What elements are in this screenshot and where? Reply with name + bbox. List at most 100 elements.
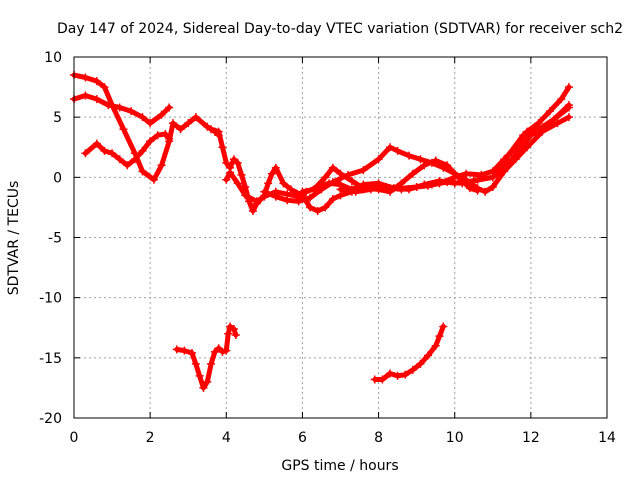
series-line <box>71 72 222 183</box>
data-point <box>115 155 124 164</box>
series-track-a <box>70 71 223 184</box>
data-point <box>207 125 216 134</box>
data-point <box>229 324 238 333</box>
data-point <box>306 203 315 212</box>
series-layer <box>70 71 573 392</box>
data-point <box>180 346 189 355</box>
y-axis-label: SDTVAR / TECUs <box>6 181 22 296</box>
data-point <box>199 383 208 392</box>
data-point <box>382 182 391 191</box>
series-track-i <box>172 322 240 392</box>
data-point <box>473 186 482 195</box>
data-point <box>519 131 528 140</box>
series-track-c <box>81 130 174 170</box>
x-tick-label: 12 <box>522 430 540 446</box>
data-point <box>488 173 497 182</box>
series-line <box>338 105 572 195</box>
data-point <box>108 149 117 158</box>
data-point <box>564 83 573 92</box>
data-point <box>378 375 387 384</box>
data-point <box>454 173 463 182</box>
data-point <box>191 113 200 122</box>
data-point <box>328 194 337 203</box>
data-point <box>465 184 474 193</box>
data-point <box>210 347 219 356</box>
data-point <box>385 369 394 378</box>
data-point <box>119 125 128 134</box>
x-tick-label: 8 <box>374 430 383 446</box>
data-point <box>222 158 231 167</box>
data-point <box>405 151 414 160</box>
data-point <box>435 332 444 341</box>
data-point <box>534 125 543 134</box>
data-point <box>207 359 216 368</box>
series-track-j <box>370 322 448 384</box>
data-point <box>115 103 124 112</box>
data-point <box>188 349 197 358</box>
y-tick-label: 0 <box>53 170 62 186</box>
series-track-f <box>260 113 573 206</box>
data-point <box>313 207 322 216</box>
chart-title: Day 147 of 2024, Sidereal Day-to-day VTE… <box>57 21 623 37</box>
data-point <box>271 163 280 172</box>
data-point <box>157 110 166 119</box>
data-point <box>191 359 200 368</box>
data-point <box>412 182 421 191</box>
data-point <box>149 175 158 184</box>
data-point <box>557 95 566 104</box>
data-point <box>359 166 368 175</box>
data-point <box>138 167 147 176</box>
data-point <box>92 77 101 86</box>
data-point <box>393 371 402 380</box>
data-point <box>229 155 238 164</box>
data-point <box>431 341 440 350</box>
data-point <box>408 169 417 178</box>
data-point <box>146 119 155 128</box>
data-point <box>271 192 280 201</box>
x-tick-label: 14 <box>598 430 616 446</box>
data-point <box>420 161 429 170</box>
data-point <box>328 163 337 172</box>
data-point <box>370 375 379 384</box>
data-point <box>214 344 223 353</box>
data-point <box>443 178 452 187</box>
data-point <box>264 179 273 188</box>
y-axis: -20 -15 -10 -5 0 5 10 <box>39 50 607 427</box>
data-point <box>104 101 113 110</box>
y-tick-label: -20 <box>39 411 62 427</box>
data-point <box>203 377 212 386</box>
data-point <box>545 107 554 116</box>
data-point <box>195 371 204 380</box>
data-point <box>153 131 162 140</box>
data-point <box>294 197 303 206</box>
data-point <box>336 169 345 178</box>
data-point <box>157 161 166 170</box>
data-point <box>309 185 318 194</box>
data-point <box>214 127 223 136</box>
data-point <box>306 193 315 202</box>
x-axis-label: GPS time / hours <box>281 458 398 474</box>
data-point <box>81 149 90 158</box>
data-point <box>161 130 170 139</box>
x-tick-label: 2 <box>146 430 155 446</box>
data-point <box>222 346 231 355</box>
y-tick-label: 10 <box>44 50 62 66</box>
data-point <box>401 370 410 379</box>
data-point <box>443 161 452 170</box>
data-point <box>511 155 520 164</box>
y-tick-label: -15 <box>39 351 62 367</box>
data-point <box>500 167 509 176</box>
data-point <box>481 187 490 196</box>
data-point <box>523 143 532 152</box>
data-point <box>226 168 235 177</box>
data-point <box>165 103 174 112</box>
data-point <box>397 184 406 193</box>
data-point <box>172 345 181 354</box>
data-point <box>123 161 132 170</box>
data-point <box>458 179 467 188</box>
series-track-g <box>298 156 482 196</box>
data-point <box>100 83 109 92</box>
data-point <box>168 119 177 128</box>
data-point <box>351 187 360 196</box>
